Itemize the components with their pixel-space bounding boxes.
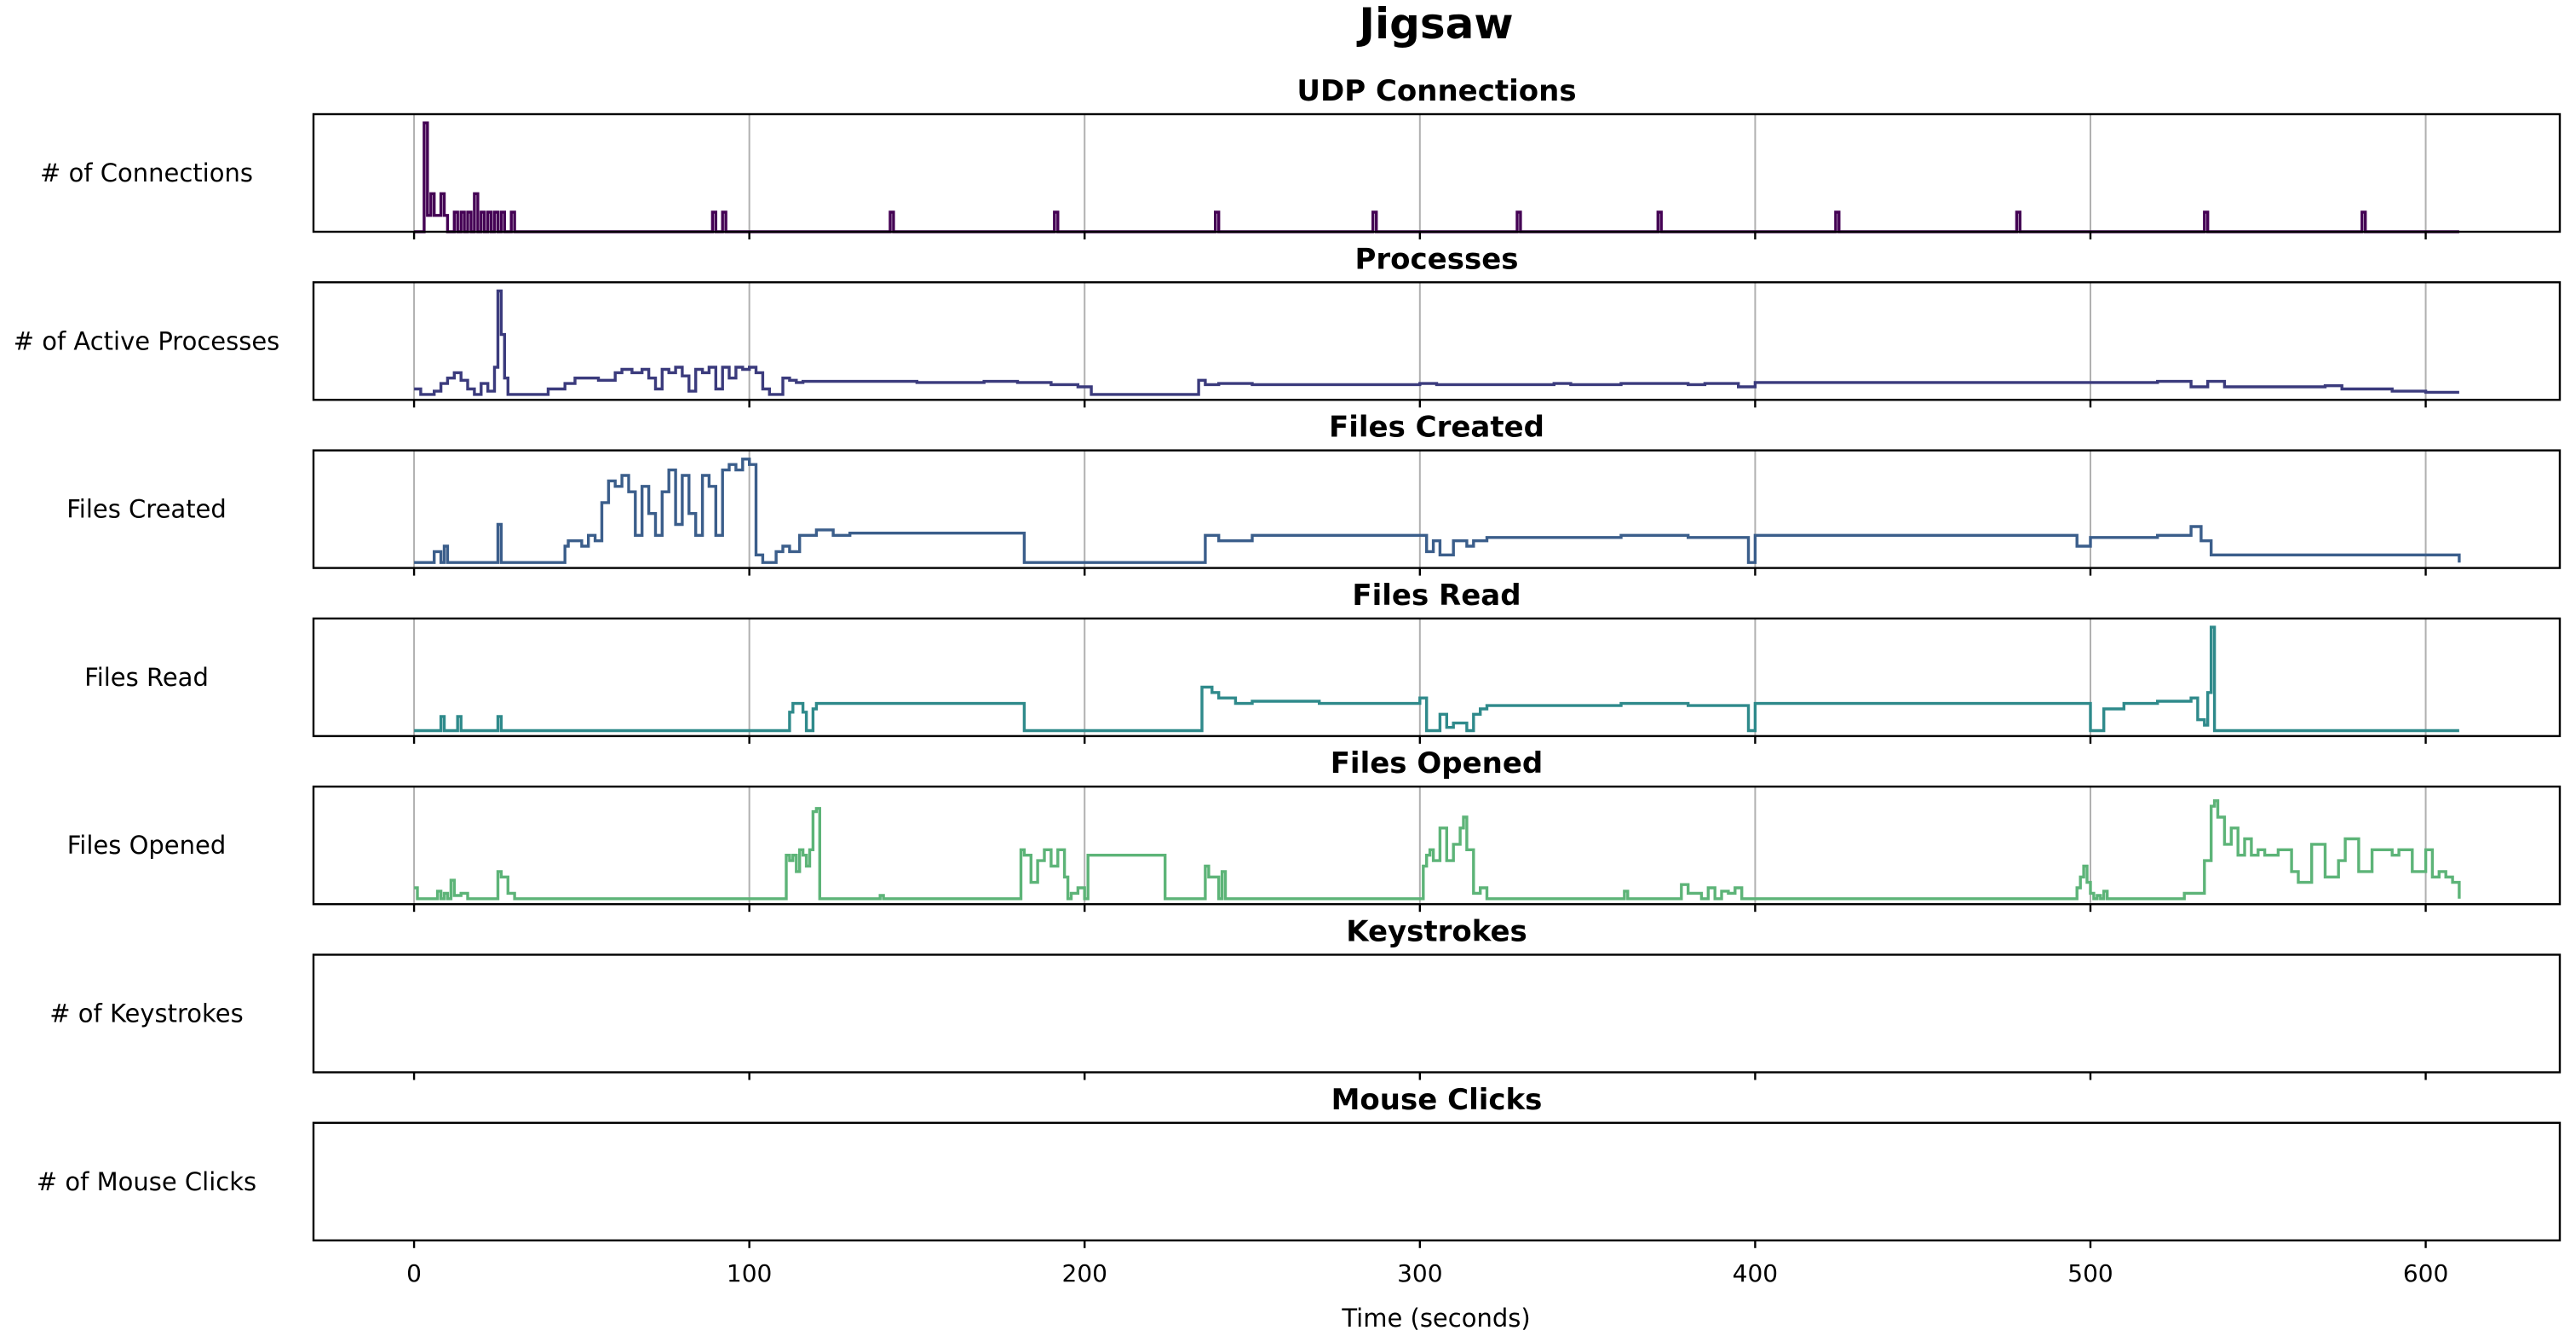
axes-frame	[312, 786, 2562, 906]
x-tick-label: 0	[406, 1259, 422, 1287]
series-line	[414, 458, 2461, 564]
y-axis-label: # of Connections	[40, 158, 253, 187]
subplot-title: Mouse Clicks	[1331, 1083, 1543, 1117]
subplot-title: Files Opened	[1331, 746, 1544, 780]
subplot: Files Read Files Read	[84, 579, 2562, 744]
subplot-title: Files Created	[1329, 411, 1544, 445]
y-axis-label: # of Mouse Clicks	[37, 1167, 256, 1196]
y-axis-label: # of Active Processes	[14, 326, 280, 355]
y-axis-label: Files Created	[66, 495, 227, 524]
subplot-title: Processes	[1354, 242, 1518, 276]
x-tick-label: 500	[2067, 1259, 2113, 1287]
subplot: Files Opened Files Opened	[67, 746, 2562, 913]
y-axis-label: Files Opened	[67, 831, 227, 860]
x-tick-label: 600	[2403, 1259, 2448, 1287]
series-line	[414, 799, 2461, 901]
x-tick-label: 100	[727, 1259, 772, 1287]
subplot: Keystrokes # of Keystrokes	[49, 915, 2562, 1080]
subplot-title: UDP Connections	[1297, 74, 1576, 108]
panels: UDP Connections # of Connections Processes…	[14, 74, 2562, 1248]
y-axis-label: Files Read	[84, 663, 209, 692]
axes-frame	[312, 281, 2562, 401]
subplot-title: Keystrokes	[1346, 915, 1527, 949]
series-line	[414, 289, 2459, 396]
axes-frame	[312, 953, 2562, 1074]
subplot: Mouse Clicks # of Mouse Clicks	[37, 1083, 2562, 1248]
axes-frame	[312, 112, 2562, 233]
x-tick-label: 300	[1397, 1259, 1442, 1287]
axes-frame	[312, 1121, 2562, 1242]
chart-title: Jigsaw	[1356, 0, 1513, 49]
x-axis: 0 100 200 300 400 500 600	[406, 1259, 2448, 1287]
x-tick-label: 200	[1062, 1259, 1107, 1287]
subplot: Processes # of Active Processes	[14, 242, 2562, 408]
subplot: Files Created Files Created	[66, 411, 2562, 576]
axes-frame	[312, 449, 2562, 569]
x-axis-label: Time (seconds)	[1341, 1304, 1530, 1333]
x-tick-label: 400	[1733, 1259, 1778, 1287]
subplot: UDP Connections # of Connections	[40, 74, 2562, 239]
series-line	[414, 121, 2459, 233]
axes-frame	[312, 617, 2562, 738]
y-axis-label: # of Keystrokes	[49, 999, 243, 1028]
series-line	[414, 625, 2459, 733]
subplot-title: Files Read	[1352, 579, 1521, 613]
